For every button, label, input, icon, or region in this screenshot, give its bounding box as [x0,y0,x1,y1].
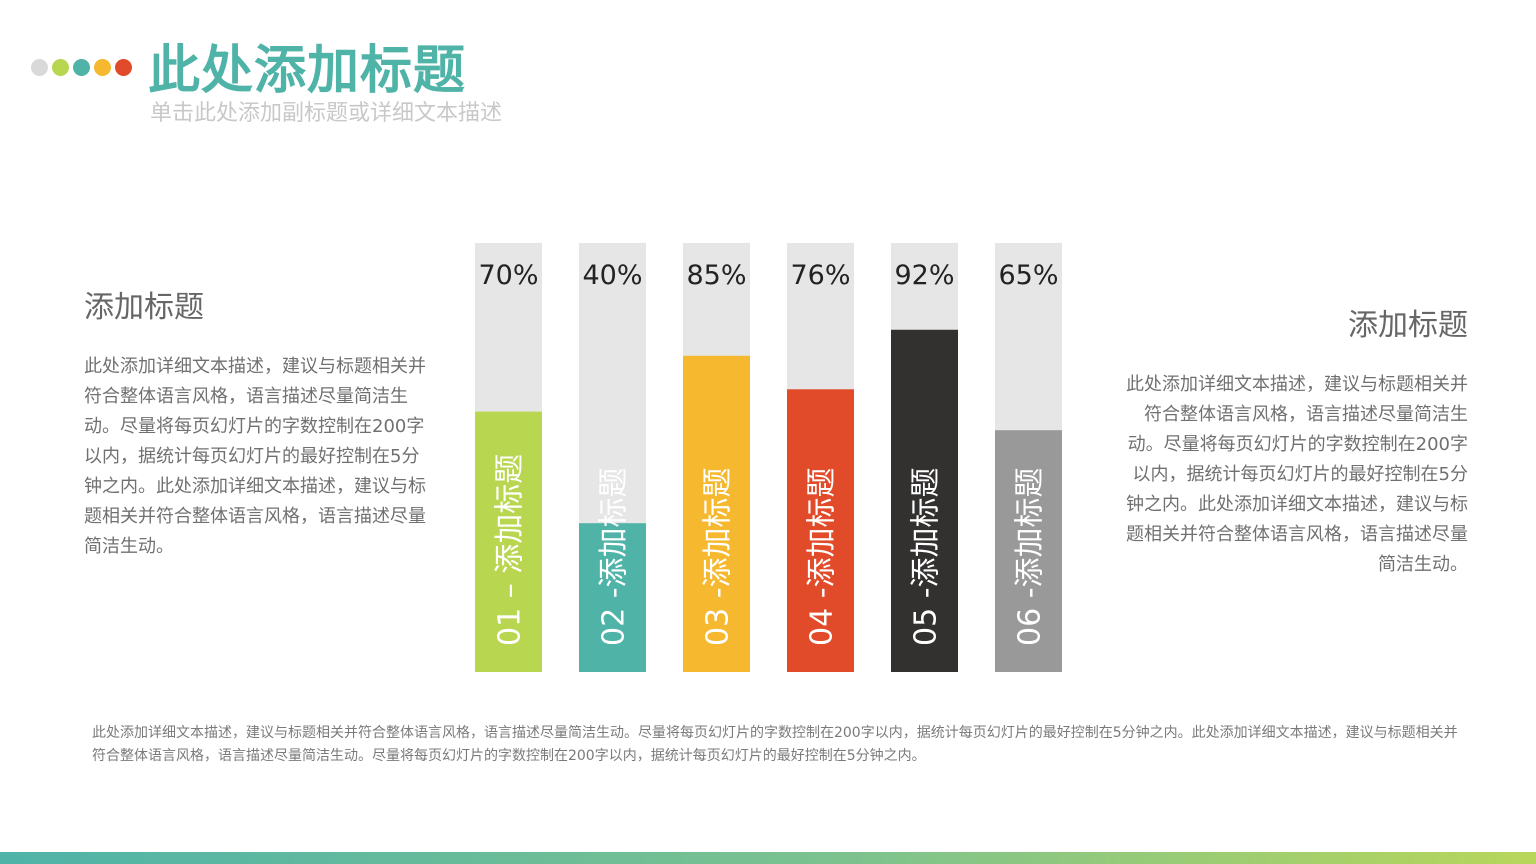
bar-6 [995,430,1062,672]
dot-5 [115,59,132,76]
bar-category-label-6: 06 -添加标题 [1013,467,1048,646]
dot-3 [73,59,90,76]
right-panel-heading[interactable]: 添加标题 [1348,308,1468,343]
dot-2 [52,59,69,76]
decorative-dots [31,59,132,76]
page-title[interactable]: 此处添加标题 [148,41,467,101]
dot-1 [31,59,48,76]
bar-category-label-2: 02 -添加标题 [597,467,632,646]
page-subtitle[interactable]: 单击此处添加副标题或详细文本描述 [150,101,503,126]
right-panel-body[interactable]: 此处添加详细文本描述，建议与标题相关并符合整体语言风格，语言描述尽量简洁生动。尽… [1126,374,1468,575]
bar-1 [475,411,542,672]
bar-2 [579,523,646,672]
bar-4 [787,389,854,672]
bar-value-label-4: 76% [790,260,850,291]
left-panel-heading[interactable]: 添加标题 [84,290,204,325]
bar-value-label-5: 92% [894,260,954,291]
dot-4 [94,59,111,76]
bar-category-label-1: 01 – 添加标题 [493,454,528,646]
bottom-accent-bar [0,852,1536,864]
bar-category-label-3: 03 -添加标题 [701,467,736,646]
bar-category-label-5: 05 -添加标题 [909,467,944,646]
left-panel-body[interactable]: 此处添加详细文本描述，建议与标题相关并符合整体语言风格，语言描述尽量简洁生动。尽… [84,356,426,557]
bar-value-label-2: 40% [582,260,642,291]
bar-5 [891,329,958,672]
bar-category-label-4: 04 -添加标题 [805,467,840,646]
bar-3 [683,355,750,672]
bar-value-label-1: 70% [478,260,538,291]
footer-description[interactable]: 此处添加详细文本描述，建议与标题相关并符合整体语言风格，语言描述尽量简洁生动。尽… [92,725,1458,764]
bar-value-label-6: 65% [998,260,1058,291]
bar-value-label-3: 85% [686,260,746,291]
